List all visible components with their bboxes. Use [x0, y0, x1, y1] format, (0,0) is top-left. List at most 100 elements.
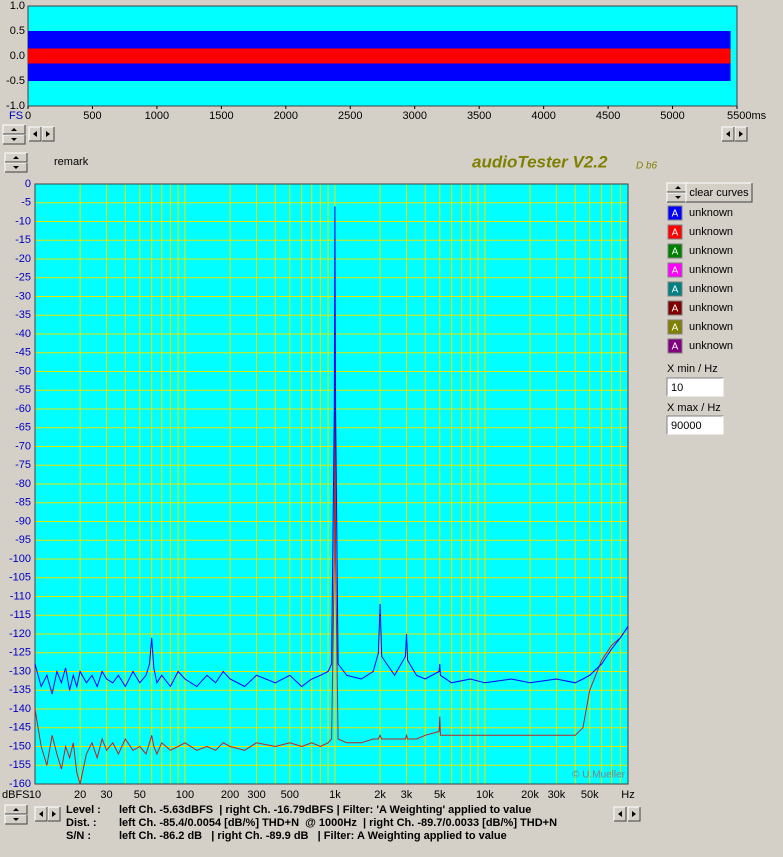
y-tick-label: -50 — [15, 365, 31, 377]
x-tick-label: 50 — [134, 789, 146, 801]
x-axis-label: Hz — [621, 789, 634, 801]
x-tick-label: 100 — [176, 789, 194, 801]
x-tick-label: 300 — [247, 789, 265, 801]
remark: remark — [54, 156, 89, 168]
x-tick-label: 1k — [329, 789, 341, 801]
arrow-icon — [675, 186, 681, 189]
x-tick-label: 5500ms — [727, 110, 767, 122]
curve-swatch[interactable] — [667, 224, 683, 240]
curve-letter: A — [672, 285, 679, 296]
y-tick-label: -45 — [15, 347, 31, 359]
y-tick-label: -110 — [10, 590, 31, 602]
arrow-icon — [726, 131, 730, 137]
clear-curves-button-shade — [686, 183, 753, 203]
spectrum-line — [34, 206, 629, 695]
y-tick-label: 0.5 — [10, 25, 25, 37]
x-tick-label: 0 — [25, 110, 31, 122]
y-tick-label: -90 — [15, 515, 31, 527]
x-tick-label: 4500 — [596, 110, 620, 122]
x-tick-label: 5k — [434, 789, 446, 801]
x-tick-label: 3500 — [467, 110, 491, 122]
curve-label: unknown — [689, 302, 733, 314]
spin-up-shade — [5, 805, 28, 815]
curve-label: unknown — [689, 264, 733, 276]
y-tick-label: -15 — [15, 234, 31, 246]
x-axis-label: FS — [9, 110, 23, 122]
y-tick-label: -125 — [9, 647, 31, 659]
curve-swatch[interactable] — [667, 300, 683, 316]
x-tick-label: 3k — [401, 789, 413, 801]
y-tick-label: -105 — [9, 572, 31, 584]
y-tick-label: -145 — [9, 722, 31, 734]
y-tick-label: -140 — [9, 703, 31, 715]
curve-label: unknown — [689, 283, 733, 295]
y-tick-label: -30 — [15, 290, 31, 302]
xmax-label: X max / Hz — [667, 402, 721, 414]
y-tick-label: -10 — [15, 215, 31, 227]
curve-letter: A — [672, 304, 679, 315]
curve-swatch[interactable] — [667, 281, 683, 297]
spin-down-shade — [3, 135, 26, 145]
arrow-icon — [11, 128, 17, 131]
curve-swatch[interactable] — [667, 338, 683, 354]
x-tick-label: 3000 — [402, 110, 426, 122]
y-tick-label: -60 — [15, 403, 31, 415]
curve-swatch[interactable] — [667, 262, 683, 278]
arrow-icon — [13, 156, 19, 159]
curve-label: unknown — [689, 226, 733, 238]
curve-swatch[interactable] — [667, 243, 683, 259]
curve-letter: A — [672, 228, 679, 239]
status-label: Level : — [66, 804, 101, 816]
button-label: clear curves — [689, 187, 749, 199]
status-text: left Ch. -85.4/0.0054 [dB/%] THD+N @ 100… — [119, 817, 557, 829]
y-tick-label: -85 — [15, 497, 31, 509]
y-tick-label: -40 — [15, 328, 31, 340]
y-tick-label: -95 — [15, 534, 31, 546]
app-title: audioTester V2.2 — [472, 152, 608, 171]
curve-letter: A — [672, 266, 679, 277]
x-tick-label: 200 — [221, 789, 239, 801]
arrow-icon — [33, 131, 37, 137]
waveform-band — [28, 48, 731, 64]
app-build: D b6 — [636, 161, 658, 172]
x-tick-label: 2500 — [338, 110, 362, 122]
spectrum-line — [34, 360, 629, 785]
x-tick-label: 30k — [548, 789, 566, 801]
y-tick-label: -120 — [9, 628, 31, 640]
x-tick-label: 30 — [100, 789, 112, 801]
arrow-icon — [46, 131, 50, 137]
curve-label: unknown — [689, 321, 733, 333]
y-tick-label: -155 — [9, 759, 31, 771]
y-tick-label: -20 — [15, 253, 31, 265]
curve-swatch[interactable] — [667, 205, 683, 221]
curve-label: unknown — [689, 245, 733, 257]
curve-label: unknown — [689, 207, 733, 219]
y-tick-label: -1.0 — [6, 100, 25, 112]
y-tick-label: -70 — [15, 440, 31, 452]
spin-down-shade — [5, 815, 28, 825]
y-tick-label: -35 — [15, 309, 31, 321]
y-tick-label: -150 — [9, 740, 31, 752]
arrow-icon — [39, 811, 43, 817]
y-tick-label: -115 — [10, 609, 31, 621]
x-tick-label: 10k — [476, 789, 494, 801]
curve-letter: A — [672, 323, 679, 334]
y-tick-label: 1.0 — [10, 0, 25, 12]
y-axis-label: dBFS — [2, 789, 30, 801]
x-tick-label: 20 — [74, 789, 86, 801]
x-tick-label: 1000 — [145, 110, 169, 122]
arrow-button-shade — [35, 807, 48, 822]
curve-swatch[interactable] — [667, 319, 683, 335]
x-tick-label: 50k — [581, 789, 599, 801]
x-tick-label: 20k — [521, 789, 539, 801]
spin-up-shade — [5, 153, 28, 163]
x-tick-label: 10 — [29, 789, 41, 801]
arrow-icon — [632, 811, 636, 817]
status-text: left Ch. -86.2 dB | right Ch. -89.9 dB |… — [119, 830, 507, 842]
xmin-label: X min / Hz — [667, 363, 718, 375]
y-tick-label: -80 — [15, 478, 31, 490]
curve-label: unknown — [689, 340, 733, 352]
arrow-icon — [52, 811, 56, 817]
